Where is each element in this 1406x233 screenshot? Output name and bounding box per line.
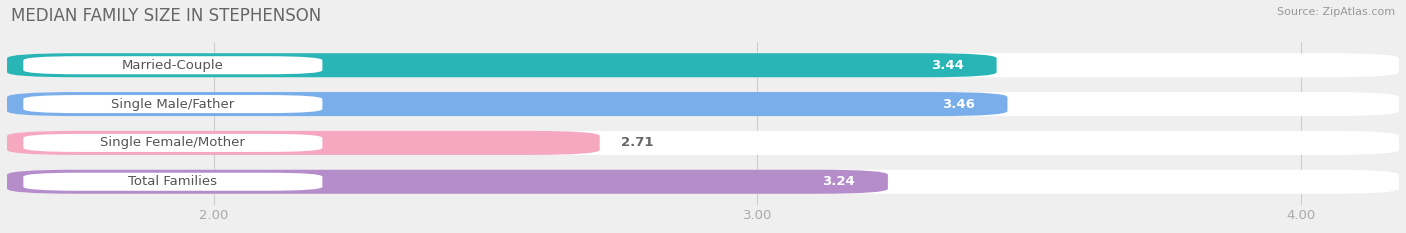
Text: 2.71: 2.71 (621, 136, 654, 149)
FancyBboxPatch shape (7, 170, 1399, 194)
Text: 3.44: 3.44 (931, 59, 965, 72)
FancyBboxPatch shape (7, 92, 1008, 116)
FancyBboxPatch shape (7, 131, 1399, 155)
FancyBboxPatch shape (24, 56, 322, 74)
Text: Married-Couple: Married-Couple (122, 59, 224, 72)
FancyBboxPatch shape (24, 134, 322, 152)
FancyBboxPatch shape (24, 173, 322, 191)
Text: Source: ZipAtlas.com: Source: ZipAtlas.com (1277, 7, 1395, 17)
Text: Total Families: Total Families (128, 175, 218, 188)
Text: 3.46: 3.46 (942, 98, 974, 111)
FancyBboxPatch shape (7, 170, 887, 194)
FancyBboxPatch shape (24, 95, 322, 113)
FancyBboxPatch shape (7, 53, 997, 77)
FancyBboxPatch shape (7, 92, 1399, 116)
Text: MEDIAN FAMILY SIZE IN STEPHENSON: MEDIAN FAMILY SIZE IN STEPHENSON (11, 7, 322, 25)
Text: 3.24: 3.24 (823, 175, 855, 188)
Text: Single Male/Father: Single Male/Father (111, 98, 235, 111)
FancyBboxPatch shape (7, 131, 600, 155)
Text: Single Female/Mother: Single Female/Mother (100, 136, 245, 149)
FancyBboxPatch shape (7, 53, 1399, 77)
